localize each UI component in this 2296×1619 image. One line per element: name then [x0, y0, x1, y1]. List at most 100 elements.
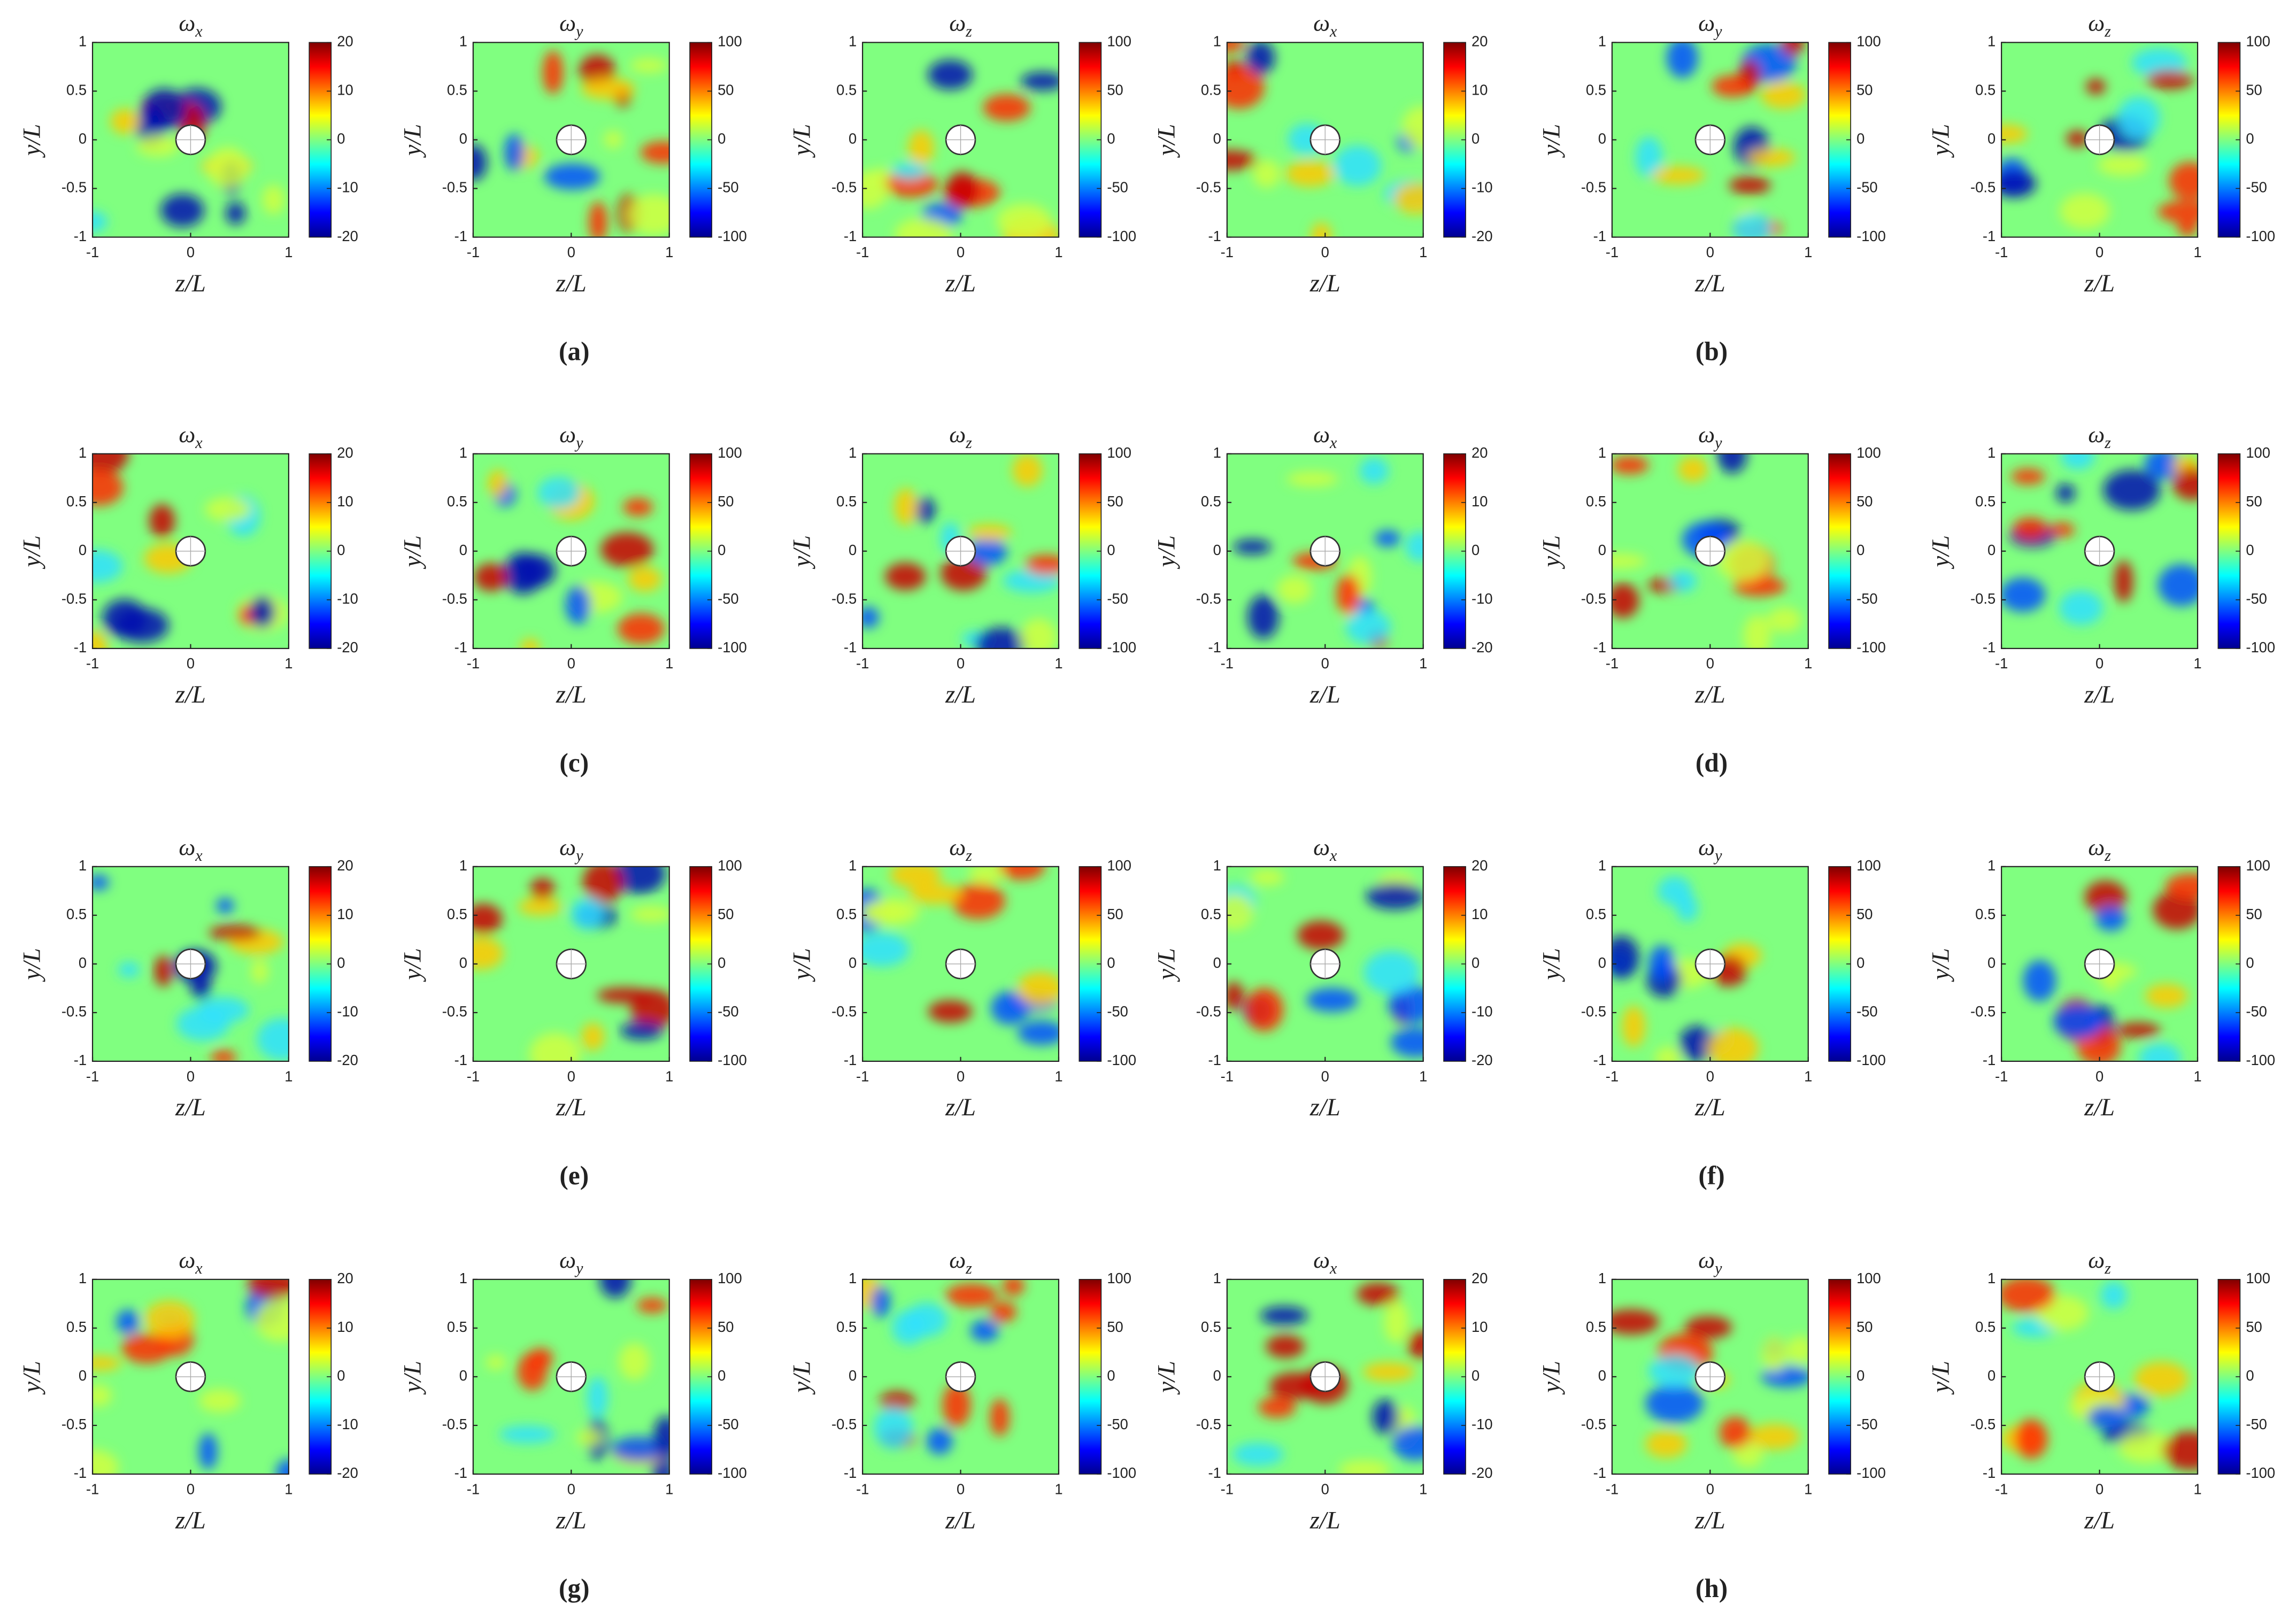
x-tick-label: 1	[1419, 1068, 1427, 1084]
field-blob	[653, 1415, 669, 1459]
field-blob	[581, 1023, 605, 1051]
y-tick-label: 0	[1598, 1367, 1606, 1384]
field-blob	[627, 194, 669, 235]
field-blob	[868, 898, 920, 925]
colorbar-tick-label: -50	[2246, 590, 2267, 607]
y-axis-label: y/L	[789, 948, 816, 982]
field-blob	[499, 1425, 556, 1444]
colorbar-tick-label: 0	[718, 542, 726, 558]
field-blob	[884, 171, 938, 197]
panel-title: ωx	[1313, 422, 1337, 452]
y-tick-label: -1	[454, 639, 467, 656]
field-blob	[136, 135, 180, 157]
field-blob	[1648, 945, 1675, 982]
y-tick-label: -1	[1983, 1052, 1995, 1068]
y-tick-label: 1	[849, 857, 857, 874]
y-tick-label: 0.5	[1201, 906, 1221, 922]
field-blob	[629, 58, 668, 73]
title-symbol: ω	[1313, 835, 1330, 860]
y-axis-label: y/L	[1153, 1361, 1180, 1394]
field-blob	[488, 469, 508, 498]
x-tick-label: 1	[2193, 244, 2201, 260]
panel-title: ωx	[179, 835, 203, 865]
field-blob	[520, 638, 540, 649]
panel-title: ωz	[949, 10, 972, 40]
field-blob	[262, 184, 285, 215]
colorbar-tick-label: -100	[718, 228, 747, 244]
field-blob	[102, 599, 147, 638]
field-blob	[473, 904, 503, 934]
field-blob	[2163, 1431, 2198, 1470]
field-blob	[1258, 1397, 1296, 1418]
y-axis-label: y/L	[1538, 1361, 1565, 1394]
field-blob	[2084, 880, 2127, 914]
y-axis-label: y/L	[1928, 535, 1955, 569]
field-blob	[1232, 1443, 1284, 1466]
field-blob	[2158, 564, 2198, 606]
x-axis-label: z/L	[2084, 1094, 2115, 1121]
field-blob	[880, 1391, 915, 1412]
field-blob	[623, 498, 653, 516]
panel-title: ωy	[1698, 10, 1722, 40]
field-blob	[1743, 614, 1771, 649]
y-tick-label: 1	[459, 33, 467, 50]
title-subscript: y	[574, 1259, 583, 1277]
field-blob	[1017, 972, 1059, 1007]
field-blob	[968, 866, 1004, 884]
x-axis-label: z/L	[1309, 1507, 1340, 1534]
figure-label: (g)	[559, 1574, 589, 1603]
field-blob	[216, 898, 234, 914]
y-tick-label: 1	[849, 33, 857, 50]
y-tick-label: 1	[1987, 444, 1995, 461]
x-axis-label: z/L	[1309, 1094, 1340, 1121]
colorbar-tick-label: 20	[1471, 33, 1488, 50]
field-blob	[928, 59, 973, 90]
y-tick-label: 0.5	[836, 493, 857, 510]
colorbar-tick-label: -10	[337, 590, 358, 607]
x-axis-label: z/L	[175, 681, 206, 708]
field-blob	[144, 1300, 195, 1338]
field-blob	[93, 453, 129, 474]
field-blob	[198, 1433, 218, 1470]
colorbar-tick-label: 0	[1856, 542, 1864, 558]
field-blob	[1635, 136, 1662, 178]
x-tick-label: 0	[957, 655, 965, 672]
panel-title: ωx	[1313, 835, 1337, 865]
x-tick-label: 1	[284, 244, 292, 260]
colorbar-tick-label: 20	[337, 1270, 353, 1286]
x-tick-label: 1	[1804, 1481, 1812, 1497]
figure-label: (h)	[1696, 1574, 1728, 1603]
y-tick-label: 0	[1987, 1367, 1995, 1384]
field-blob	[1020, 72, 1059, 91]
x-tick-label: 0	[1706, 1481, 1714, 1497]
y-tick-label: -1	[74, 1464, 87, 1481]
field-blobs	[1612, 453, 1802, 649]
field-blob	[894, 218, 953, 237]
x-tick-label: 0	[2095, 1068, 2104, 1084]
panel-title: ωz	[949, 835, 972, 865]
colorbar-tick-label: 10	[1471, 906, 1488, 922]
colorbar-tick-label: 0	[1471, 954, 1480, 971]
colorbar-tick-label: 10	[337, 82, 353, 98]
field-blobs	[2001, 1279, 2198, 1470]
field-blob	[1760, 81, 1807, 109]
field-blob	[945, 171, 979, 209]
field-blob	[2060, 193, 2110, 229]
field-blob	[1285, 160, 1335, 187]
y-axis-label: y/L	[18, 948, 45, 982]
field-blob	[473, 937, 504, 970]
y-axis-label: y/L	[789, 1361, 816, 1394]
field-blobs	[862, 866, 1059, 1045]
title-subscript: y	[574, 846, 583, 865]
y-tick-label: -0.5	[831, 179, 857, 196]
field-blob	[1227, 893, 1254, 930]
y-tick-label: 1	[459, 1270, 467, 1286]
x-tick-label: 0	[1321, 655, 1329, 672]
x-tick-label: 0	[1706, 244, 1714, 260]
y-tick-label: 0	[849, 130, 857, 147]
field	[473, 1279, 669, 1474]
y-tick-label: -1	[844, 639, 857, 656]
field-blob	[1286, 471, 1339, 487]
y-tick-label: -1	[1983, 639, 1995, 656]
field-blobs	[93, 1279, 289, 1474]
